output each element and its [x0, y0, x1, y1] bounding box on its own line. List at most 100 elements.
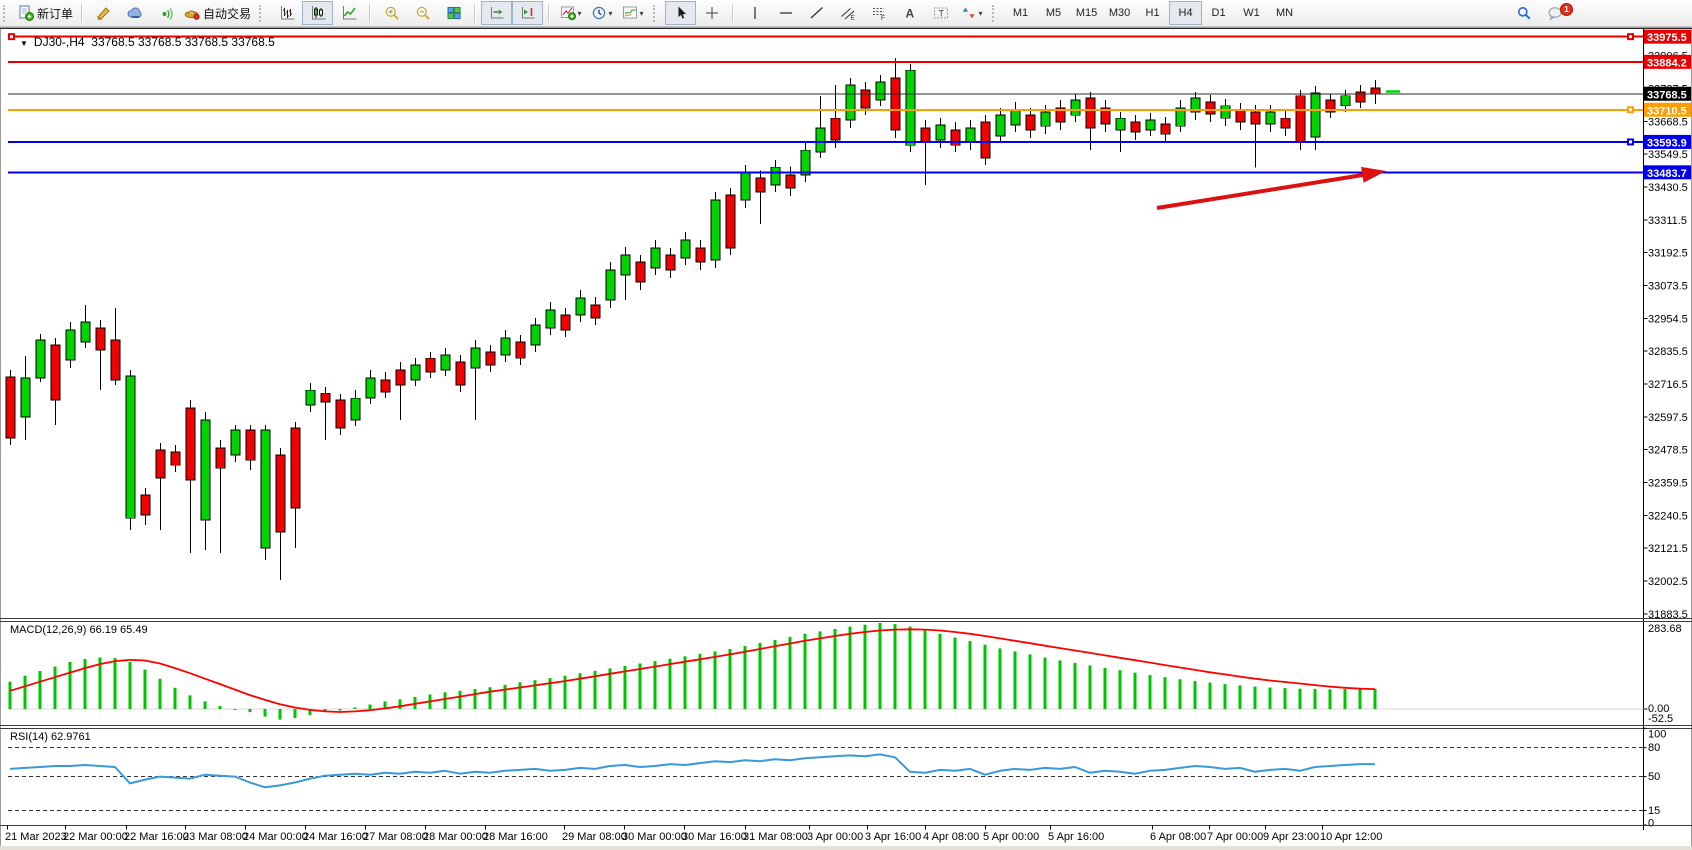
support-line-33593.9[interactable] — [8, 138, 1644, 146]
timeframe-m5-button[interactable]: M5 — [1045, 7, 1062, 19]
timeframe-m30-button[interactable]: M30 — [1108, 7, 1131, 19]
horizontal-line-button[interactable] — [770, 1, 801, 25]
chart-shift-icon — [520, 5, 536, 21]
chevron-down-icon[interactable]: ▾ — [577, 8, 582, 18]
svg-text:32359.5: 32359.5 — [1648, 477, 1688, 489]
macd-label: MACD(12,26,9) 66.19 65.49 — [10, 624, 148, 636]
toolbar-grip[interactable] — [259, 4, 265, 22]
line-chart-icon — [341, 5, 357, 21]
templates-button[interactable]: ▾ — [617, 1, 648, 25]
candlestick-icon — [310, 5, 326, 21]
tile-windows-button[interactable] — [438, 1, 469, 25]
svg-text:F: F — [881, 15, 885, 21]
window-bottom-border — [0, 846, 1692, 850]
toolbar-separator — [81, 3, 84, 23]
chart-title: ▼ DJ30-,H4 33768.5 33768.5 33768.5 33768.… — [20, 35, 275, 49]
new-order-button[interactable]: 新订单 — [15, 1, 76, 25]
cursor-button[interactable] — [665, 1, 697, 25]
timeframe-m15-button[interactable]: M15 — [1075, 7, 1098, 19]
timeframe-mn-button[interactable]: MN — [1275, 7, 1294, 19]
autotrade-button[interactable]: 自动交易 — [181, 1, 254, 25]
resistance-line-33975.5[interactable] — [8, 33, 1644, 41]
trendline-button[interactable] — [801, 1, 832, 25]
toolbar: 新订单 自动交易 ▾ ▾ ▾ E F A T ▾ M1 M5 M15 M30 H1 H4 D1 W1 MN 1 — [0, 0, 1692, 27]
mql5-community-button[interactable] — [119, 1, 150, 25]
timeframe-h4-button[interactable]: H4 — [1169, 1, 1203, 25]
chart-shift-button[interactable] — [512, 1, 544, 25]
equidistant-channel-button[interactable]: E — [832, 1, 863, 25]
pivot-line-33710.5[interactable] — [8, 106, 1644, 114]
toolbar-group-7: E F A T ▾ — [737, 0, 989, 26]
fibonacci-icon: F — [871, 5, 887, 21]
quote-dropdown-icon[interactable]: ▼ — [20, 39, 28, 48]
crosshair-button[interactable] — [696, 1, 727, 25]
svg-text:32716.5: 32716.5 — [1648, 379, 1688, 391]
timeframe-m1-button[interactable]: M1 — [1012, 7, 1029, 19]
svg-text:32240.5: 32240.5 — [1648, 510, 1688, 522]
auto-scroll-button[interactable] — [481, 1, 513, 25]
text-label-icon: T — [933, 5, 949, 21]
new-order-button-label: 新订单 — [37, 6, 74, 21]
toolbar-grip[interactable] — [3, 4, 9, 22]
chevron-down-icon[interactable]: ▾ — [608, 8, 613, 18]
svg-text:28 Mar 00:00: 28 Mar 00:00 — [423, 831, 488, 843]
macd-panel: MACD(12,26,9) 66.19 65.49 283.68 0.00-52.5 — [0, 618, 1692, 725]
current-price-badge: 33768.5 — [1644, 86, 1691, 101]
search-button[interactable] — [1508, 1, 1539, 25]
chevron-down-icon[interactable]: ▾ — [978, 8, 983, 18]
svg-text:32478.5: 32478.5 — [1648, 445, 1688, 457]
hline-icon — [778, 5, 794, 21]
text-label-button[interactable]: T — [925, 1, 956, 25]
timeframe-h1-button[interactable]: H1 — [1145, 7, 1160, 19]
price-axis[interactable]: 33906.533787.533668.533549.533430.533311… — [1643, 28, 1688, 830]
timeframe-w1-button[interactable]: W1 — [1243, 7, 1260, 19]
symbol-period-label: DJ30-,H4 — [33, 35, 85, 49]
svg-text:33768.5: 33768.5 — [1647, 89, 1687, 101]
toolbar-group-0: 新订单 — [13, 0, 78, 26]
svg-text:3 Apr 00:00: 3 Apr 00:00 — [807, 831, 863, 843]
notifications-button[interactable]: 1 — [1539, 1, 1573, 25]
candlestick-button[interactable] — [302, 1, 334, 25]
arrows-button[interactable]: ▾ — [956, 1, 987, 25]
svg-text:9 Apr 23:00: 9 Apr 23:00 — [1263, 831, 1319, 843]
toolbar-group-2 — [269, 0, 366, 26]
signals-button[interactable] — [150, 1, 181, 25]
periods-button[interactable]: ▾ — [586, 1, 617, 25]
svg-text:80: 80 — [1648, 742, 1660, 754]
autotrade-icon — [184, 5, 200, 21]
price-badge-33710.5: 33710.5 — [1644, 102, 1691, 117]
svg-text:T: T — [938, 9, 944, 19]
ohlc-quotes-label: 33768.5 33768.5 33768.5 33768.5 — [91, 35, 275, 49]
toolbar-separator — [369, 3, 372, 23]
toolbar-grip[interactable] — [992, 4, 998, 22]
svg-text:24 Mar 16:00: 24 Mar 16:00 — [303, 831, 368, 843]
svg-text:30 Mar 00:00: 30 Mar 00:00 — [622, 831, 687, 843]
toolbar-group-1: 自动交易 — [86, 0, 256, 26]
fibonacci-button[interactable]: F — [863, 1, 894, 25]
ask-price-dash — [1386, 90, 1400, 93]
vertical-line-button[interactable] — [739, 1, 770, 25]
bar-chart-button[interactable] — [271, 1, 302, 25]
annotation-arrow[interactable] — [1156, 166, 1386, 210]
tile-windows-icon — [446, 5, 462, 21]
zoom-out-button[interactable] — [407, 1, 438, 25]
rsi-label: RSI(14) 62.9761 — [10, 731, 91, 743]
shapes-icon — [961, 5, 977, 21]
indicators-button[interactable]: ▾ — [555, 1, 586, 25]
zoom-in-button[interactable] — [376, 1, 407, 25]
svg-text:E: E — [850, 15, 855, 22]
svg-text:50: 50 — [1648, 771, 1660, 783]
toolbar-grip[interactable] — [653, 4, 659, 22]
chevron-down-icon[interactable]: ▾ — [639, 8, 644, 18]
svg-text:33668.5: 33668.5 — [1648, 116, 1688, 128]
toolbar-separator — [548, 3, 551, 23]
trendline-icon — [809, 5, 825, 21]
svg-text:33483.7: 33483.7 — [1647, 168, 1687, 180]
toolbar-right: 1 — [1508, 1, 1573, 25]
styler-button[interactable] — [88, 1, 119, 25]
line-chart-button[interactable] — [333, 1, 364, 25]
text-button[interactable]: A — [894, 1, 925, 25]
timeframe-d1-button[interactable]: D1 — [1211, 7, 1226, 19]
